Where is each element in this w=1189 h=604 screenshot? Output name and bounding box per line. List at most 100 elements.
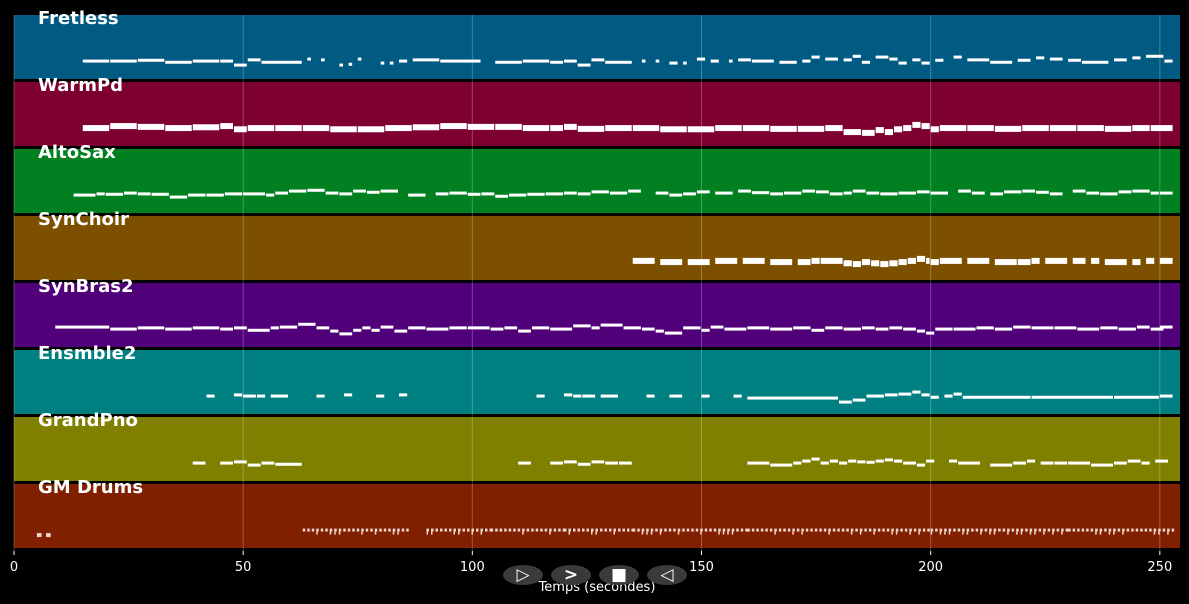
note — [381, 326, 394, 329]
drum-hit — [851, 529, 854, 532]
drum-hit — [1061, 532, 1063, 535]
drum-hit — [723, 532, 725, 535]
note — [972, 192, 985, 195]
drum-hit — [909, 532, 911, 535]
note — [812, 329, 825, 332]
note — [1155, 460, 1168, 463]
note — [482, 192, 495, 195]
note — [821, 258, 843, 264]
drum-hit — [855, 529, 858, 532]
drum-hit — [472, 529, 475, 532]
drum-hit — [339, 532, 341, 535]
drum-hit — [509, 529, 512, 532]
note — [193, 462, 206, 465]
note — [912, 391, 920, 394]
drum-hit — [321, 529, 324, 532]
note — [1022, 190, 1035, 193]
note — [413, 58, 440, 61]
note — [1082, 61, 1109, 64]
drum-hit — [696, 529, 699, 532]
note — [1132, 190, 1149, 193]
note — [1054, 326, 1076, 329]
note — [688, 259, 710, 265]
note — [935, 328, 952, 331]
stop-button[interactable]: ■ — [599, 565, 639, 585]
drum-hit — [1012, 529, 1015, 532]
drum-hit — [1100, 529, 1103, 532]
drum-hit — [989, 532, 991, 535]
drum-hit — [1016, 529, 1019, 532]
note — [605, 125, 632, 131]
note — [688, 126, 715, 132]
note — [138, 59, 165, 62]
note — [830, 192, 843, 195]
drum-hit — [914, 529, 917, 532]
note — [770, 126, 797, 132]
note — [702, 395, 710, 398]
note — [917, 330, 925, 333]
drum-hit — [909, 529, 912, 532]
drum-hit — [1149, 529, 1152, 532]
drum-hit — [596, 532, 598, 535]
drum-hit — [370, 529, 373, 532]
note — [940, 125, 967, 131]
note — [922, 123, 930, 129]
note — [812, 258, 820, 264]
note — [449, 326, 466, 329]
fast-forward-button[interactable]: > — [551, 565, 591, 585]
note — [106, 193, 123, 196]
note — [770, 259, 792, 265]
note — [853, 399, 866, 402]
note — [958, 462, 980, 465]
drum-hit — [545, 529, 548, 532]
drum-hit — [393, 532, 395, 535]
drum-hit — [343, 529, 346, 532]
drum-hit — [1172, 529, 1175, 532]
note — [243, 192, 265, 195]
drum-hit — [495, 529, 498, 532]
drum-hit — [980, 529, 983, 532]
note — [1137, 326, 1150, 329]
note — [1132, 259, 1140, 265]
drum-hit — [1077, 529, 1080, 532]
drum-hit — [334, 532, 336, 535]
rewind-button[interactable]: ◁ — [647, 565, 687, 585]
drum-hit — [718, 529, 721, 532]
note — [729, 60, 733, 63]
drum-hit — [491, 529, 494, 532]
drum-hit — [971, 529, 974, 532]
note — [605, 462, 618, 465]
drum-hit — [642, 532, 644, 535]
drum-hit — [549, 532, 551, 535]
track-band — [14, 15, 1180, 79]
note — [825, 125, 842, 131]
drum-hit — [931, 529, 934, 532]
note — [715, 125, 742, 131]
note — [1160, 395, 1173, 398]
play-button[interactable]: ▷ — [503, 565, 543, 585]
drum-hit — [1030, 529, 1033, 532]
drum-hit — [918, 529, 921, 532]
note — [532, 326, 549, 329]
note — [592, 58, 605, 61]
note — [495, 61, 522, 64]
drum-hit — [46, 533, 51, 537]
drum-hit — [614, 532, 616, 535]
note — [399, 393, 407, 396]
note — [844, 58, 852, 61]
drum-hit — [1158, 532, 1160, 535]
drum-hit — [366, 529, 369, 532]
note — [1142, 462, 1150, 465]
note — [468, 124, 495, 130]
note — [110, 123, 137, 129]
note — [578, 463, 591, 466]
drum-hit — [330, 532, 332, 535]
note — [83, 125, 110, 131]
note — [243, 395, 256, 398]
drum-hit — [660, 532, 662, 535]
drum-hit — [705, 529, 708, 532]
drum-hit — [756, 529, 759, 532]
note — [880, 261, 888, 267]
x-tick-label: 100 — [460, 560, 485, 575]
drum-hit — [397, 532, 399, 535]
